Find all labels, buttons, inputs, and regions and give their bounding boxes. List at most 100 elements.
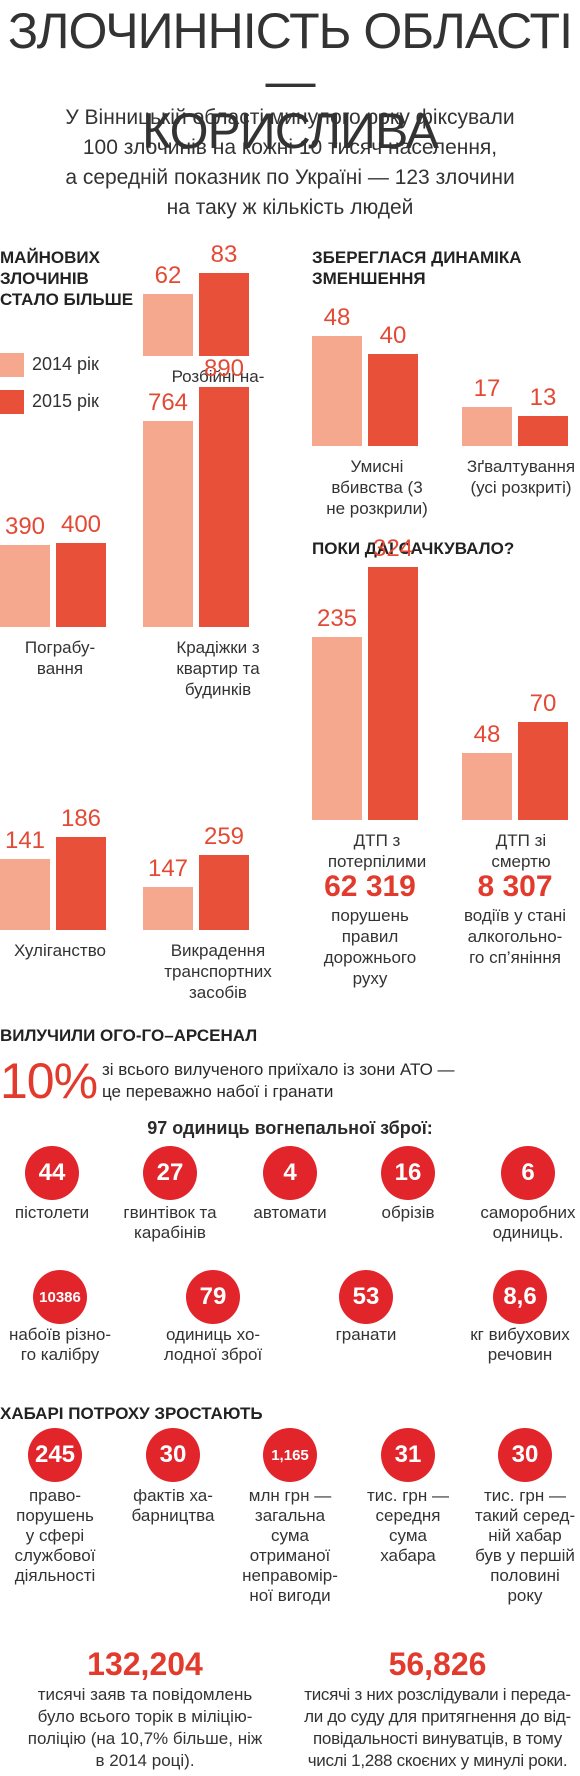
bribe-label-line: отриманої <box>249 1546 331 1565</box>
title-line-1: ЗЛОЧИННІСТЬ ОБЛАСТІ — <box>8 3 573 109</box>
value-label-2014: 48 <box>473 721 501 748</box>
category-label-line: смертю <box>491 852 551 871</box>
bar-2015 <box>56 837 106 930</box>
bribe-label-line: сума <box>389 1526 427 1545</box>
bribe-badge: 30 <box>146 1428 200 1482</box>
bribe-badge: 30 <box>498 1428 552 1482</box>
bar-2014 <box>143 887 193 930</box>
value-label-2014: 17 <box>473 375 501 402</box>
category-label-line: ДТП з <box>353 831 401 850</box>
weapon-badge: 16 <box>381 1146 435 1200</box>
investigated-text: тисячі з них розслідували і переда- ли д… <box>295 1684 580 1772</box>
ammo-label-line: набоїв різно- <box>8 1325 112 1344</box>
bar-2014 <box>0 545 50 627</box>
weapon-label-line: одиниць. <box>492 1223 564 1242</box>
bribe-label-line: службової <box>14 1546 96 1565</box>
bottom-right-line: ли до суду для притягнення до від- <box>304 1707 571 1726</box>
bribe-label-line: фактів ха- <box>133 1486 213 1505</box>
bribe-label-line: тис. грн — <box>484 1486 566 1505</box>
weapon-label-line: обрізів <box>381 1203 435 1222</box>
ammo-label: кг вибухових речовин <box>460 1325 580 1365</box>
value-label-2015: 324 <box>372 535 414 562</box>
bribe-label: фактів ха-барництва <box>113 1486 233 1526</box>
category-label-line: ДТП зі <box>495 831 547 850</box>
drunk-drivers-number: 8 307 <box>477 870 553 903</box>
arsenal-percent: 10% <box>0 1053 98 1109</box>
drunk-text-line: водіїв у стані <box>463 906 567 925</box>
bar-2014 <box>0 859 50 930</box>
category-label-line: квартир та <box>176 659 260 678</box>
ammo-label-line: речовин <box>487 1345 553 1364</box>
arsenal-text-line: це переважно набої і гранати <box>102 1082 334 1101</box>
bribe-label: право-порушень у сфері службової діяльності <box>0 1486 115 1586</box>
bribe-label-line: барництва <box>131 1506 215 1525</box>
violations-text-line: дорожнього <box>323 948 417 967</box>
bar-2015 <box>368 567 418 820</box>
bribe-label-line: загальна <box>254 1506 326 1525</box>
bar-2014 <box>462 753 512 820</box>
value-label-2014: 48 <box>323 304 351 331</box>
weapon-label: гвинтівок та карабінів <box>110 1203 230 1243</box>
value-label-2015: 40 <box>379 322 407 349</box>
violations-number: 62 319 <box>324 870 416 903</box>
value-label-2015: 83 <box>210 241 238 268</box>
weapon-label-line: гвинтівок та <box>123 1203 217 1222</box>
lead-line: 100 злочинів на кожні 10 тисяч населення… <box>82 136 498 159</box>
bribe-label-line: такий серед- <box>474 1506 576 1525</box>
value-label-2015: 13 <box>529 384 557 411</box>
lead-line: на таку ж кількість людей <box>166 196 414 219</box>
bottom-left-line: тисячі заяв та повідомлень <box>37 1685 253 1704</box>
bribe-label-line: був у першій <box>475 1546 575 1565</box>
investigated-number: 56,826 <box>388 1646 487 1682</box>
ammo-label-line: кг вибухових <box>470 1325 570 1344</box>
drunk-text-line: алкогольно- <box>467 927 563 946</box>
value-label-2015: 186 <box>60 805 102 832</box>
bottom-left-line: в 2014 році). <box>95 1751 195 1770</box>
total-reports-number: 132,204 <box>87 1646 203 1682</box>
category-label-line: вбивства (3 <box>331 478 423 497</box>
ammo-badge: 10386 <box>33 1270 87 1324</box>
weapon-badge: 6 <box>501 1146 555 1200</box>
category-label-line: потерпілими <box>327 852 427 871</box>
category-label: ДТП з потерпілими <box>312 830 442 872</box>
category-label: Пограбу-вання <box>0 637 120 679</box>
violations-text-line: порушень <box>331 906 409 925</box>
weapon-label-line: карабінів <box>134 1223 206 1242</box>
legend-swatch-2015 <box>0 390 24 414</box>
lead-line: а середній показник по Україні — 123 зло… <box>65 166 515 189</box>
bribe-label-line: порушень <box>16 1506 94 1525</box>
weapon-label: пістолети <box>0 1203 112 1223</box>
section-title-line: ЗБЕРЕГЛАСЯ ДИНАМІКА <box>312 248 522 267</box>
ammo-label: набоїв різно-го калібру <box>0 1325 120 1365</box>
section-title-line: СТАЛО БІЛЬШЕ <box>0 290 134 309</box>
bribe-label-line: хабара <box>380 1546 436 1565</box>
ammo-label-line: одиниць хо- <box>165 1325 261 1344</box>
ammo-badge: 79 <box>186 1270 240 1324</box>
category-label-line: (усі розкриті) <box>470 478 572 497</box>
ammo-label-line: гранати <box>335 1325 397 1344</box>
value-label-2014: 147 <box>147 855 189 882</box>
ammo-label-line: го калібру <box>20 1345 100 1364</box>
bribe-label-line: млн грн — <box>248 1486 332 1505</box>
page-title: ЗЛОЧИННІСТЬ ОБЛАСТІ — КОРИСЛИВА <box>0 6 580 156</box>
bottom-right-line: числі 1,288 скоєних у минулі роки. <box>307 1751 568 1770</box>
section-title-dai: ПОКИ ДАІ САЧКУВАЛО? <box>312 539 515 558</box>
category-label-line: Викрадення <box>170 941 266 960</box>
bribe-badge: 245 <box>28 1428 82 1482</box>
bribe-label-line: половині <box>490 1566 560 1585</box>
lead-line: У Вінницькій області минулого року фіксу… <box>65 106 515 129</box>
category-label-line: транспортних <box>164 962 272 981</box>
value-label-2015: 259 <box>203 823 245 850</box>
weapon-label: автомати <box>230 1203 350 1223</box>
bribe-label: тис. грн — середня сума хабара <box>348 1486 468 1566</box>
category-label: Зґвалтування (усі розкриті) <box>462 456 580 498</box>
weapon-badge: 27 <box>143 1146 197 1200</box>
category-label: Крадіжки з квартир та будинків <box>143 637 293 700</box>
section-title-bribes: ХАБАРІ ПОТРОХУ ЗРОСТАЮТЬ <box>0 1404 263 1423</box>
section-title-line: ЗМЕНШЕННЯ <box>312 269 426 288</box>
category-label-line: засобів <box>189 983 247 1002</box>
weapon-badge: 44 <box>25 1146 79 1200</box>
value-label-2015: 890 <box>203 355 245 382</box>
section-title-line: МАЙНОВИХ <box>0 248 100 267</box>
ammo-label: одиниць хо-лодної зброї <box>153 1325 273 1365</box>
